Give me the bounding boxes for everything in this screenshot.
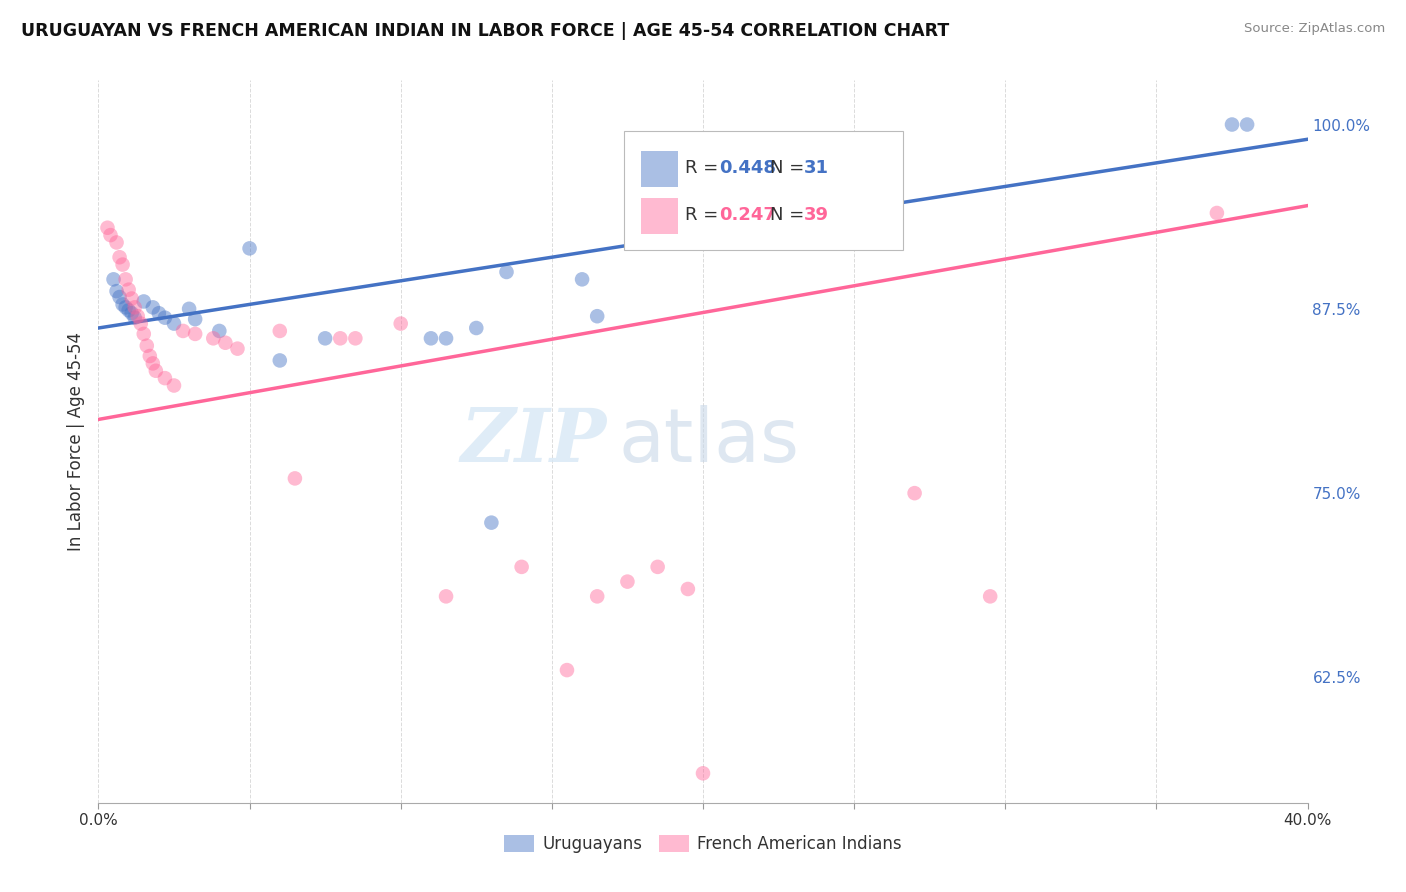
Point xyxy=(118,283,141,297)
Point xyxy=(510,560,533,574)
Point xyxy=(142,356,165,370)
Point xyxy=(344,331,367,345)
Text: ZIP: ZIP xyxy=(460,405,606,478)
Point xyxy=(329,331,352,345)
Point xyxy=(118,303,141,318)
Point xyxy=(269,353,291,368)
Text: 31: 31 xyxy=(803,159,828,178)
Point xyxy=(124,301,146,315)
Point xyxy=(586,309,609,323)
Point xyxy=(132,326,155,341)
Y-axis label: In Labor Force | Age 45-54: In Labor Force | Age 45-54 xyxy=(66,332,84,551)
Point xyxy=(465,321,488,335)
Point xyxy=(127,309,149,323)
Point xyxy=(202,331,225,345)
Point xyxy=(121,306,143,320)
Point xyxy=(314,331,336,345)
Point xyxy=(284,471,307,485)
Text: 0.448: 0.448 xyxy=(718,159,776,178)
Point xyxy=(214,335,236,350)
Point xyxy=(434,331,457,345)
Point xyxy=(226,342,249,356)
FancyBboxPatch shape xyxy=(641,198,678,234)
Point xyxy=(571,272,593,286)
Point xyxy=(153,371,176,385)
Text: 0.247: 0.247 xyxy=(718,206,776,224)
Point xyxy=(495,265,517,279)
Point xyxy=(108,290,131,304)
Point xyxy=(1206,206,1229,220)
Text: atlas: atlas xyxy=(619,405,800,478)
Point xyxy=(105,235,128,250)
FancyBboxPatch shape xyxy=(624,131,903,250)
Legend: Uruguayans, French American Indians: Uruguayans, French American Indians xyxy=(498,828,908,860)
Point xyxy=(105,284,128,298)
Point xyxy=(142,301,165,315)
Point xyxy=(103,272,125,286)
Point xyxy=(269,324,291,338)
Point xyxy=(148,306,170,320)
Text: N =: N = xyxy=(769,159,810,178)
Point xyxy=(124,310,146,325)
Point xyxy=(208,324,231,338)
Point xyxy=(129,317,152,331)
Text: R =: R = xyxy=(685,159,724,178)
Point xyxy=(108,250,131,264)
Text: URUGUAYAN VS FRENCH AMERICAN INDIAN IN LABOR FORCE | AGE 45-54 CORRELATION CHART: URUGUAYAN VS FRENCH AMERICAN INDIAN IN L… xyxy=(21,22,949,40)
Point xyxy=(555,663,578,677)
Text: N =: N = xyxy=(769,206,810,224)
Point xyxy=(389,317,412,331)
Point xyxy=(100,228,122,243)
Point xyxy=(631,213,654,227)
Point xyxy=(139,349,162,363)
Point xyxy=(904,486,927,500)
Point xyxy=(145,364,167,378)
Point xyxy=(1236,118,1258,132)
Text: R =: R = xyxy=(685,206,724,224)
Point xyxy=(163,317,186,331)
Point xyxy=(96,220,118,235)
Point xyxy=(184,326,207,341)
Point xyxy=(132,294,155,309)
Point xyxy=(153,310,176,325)
Point xyxy=(481,516,503,530)
Point xyxy=(420,331,443,345)
Point xyxy=(676,582,699,596)
Text: Source: ZipAtlas.com: Source: ZipAtlas.com xyxy=(1244,22,1385,36)
Text: 39: 39 xyxy=(803,206,828,224)
Point xyxy=(434,590,457,604)
Point xyxy=(692,766,714,780)
Point xyxy=(979,590,1001,604)
Point xyxy=(111,258,134,272)
Point xyxy=(114,301,136,315)
Point xyxy=(647,560,669,574)
Point xyxy=(616,574,638,589)
Point xyxy=(184,312,207,326)
Point xyxy=(586,590,609,604)
Point xyxy=(179,301,201,316)
FancyBboxPatch shape xyxy=(641,151,678,186)
Point xyxy=(163,378,186,392)
Point xyxy=(172,324,194,338)
Point xyxy=(135,339,157,353)
Point xyxy=(114,272,136,286)
Point xyxy=(121,292,143,306)
Point xyxy=(1220,118,1243,132)
Point xyxy=(111,297,134,311)
Point xyxy=(239,241,262,255)
